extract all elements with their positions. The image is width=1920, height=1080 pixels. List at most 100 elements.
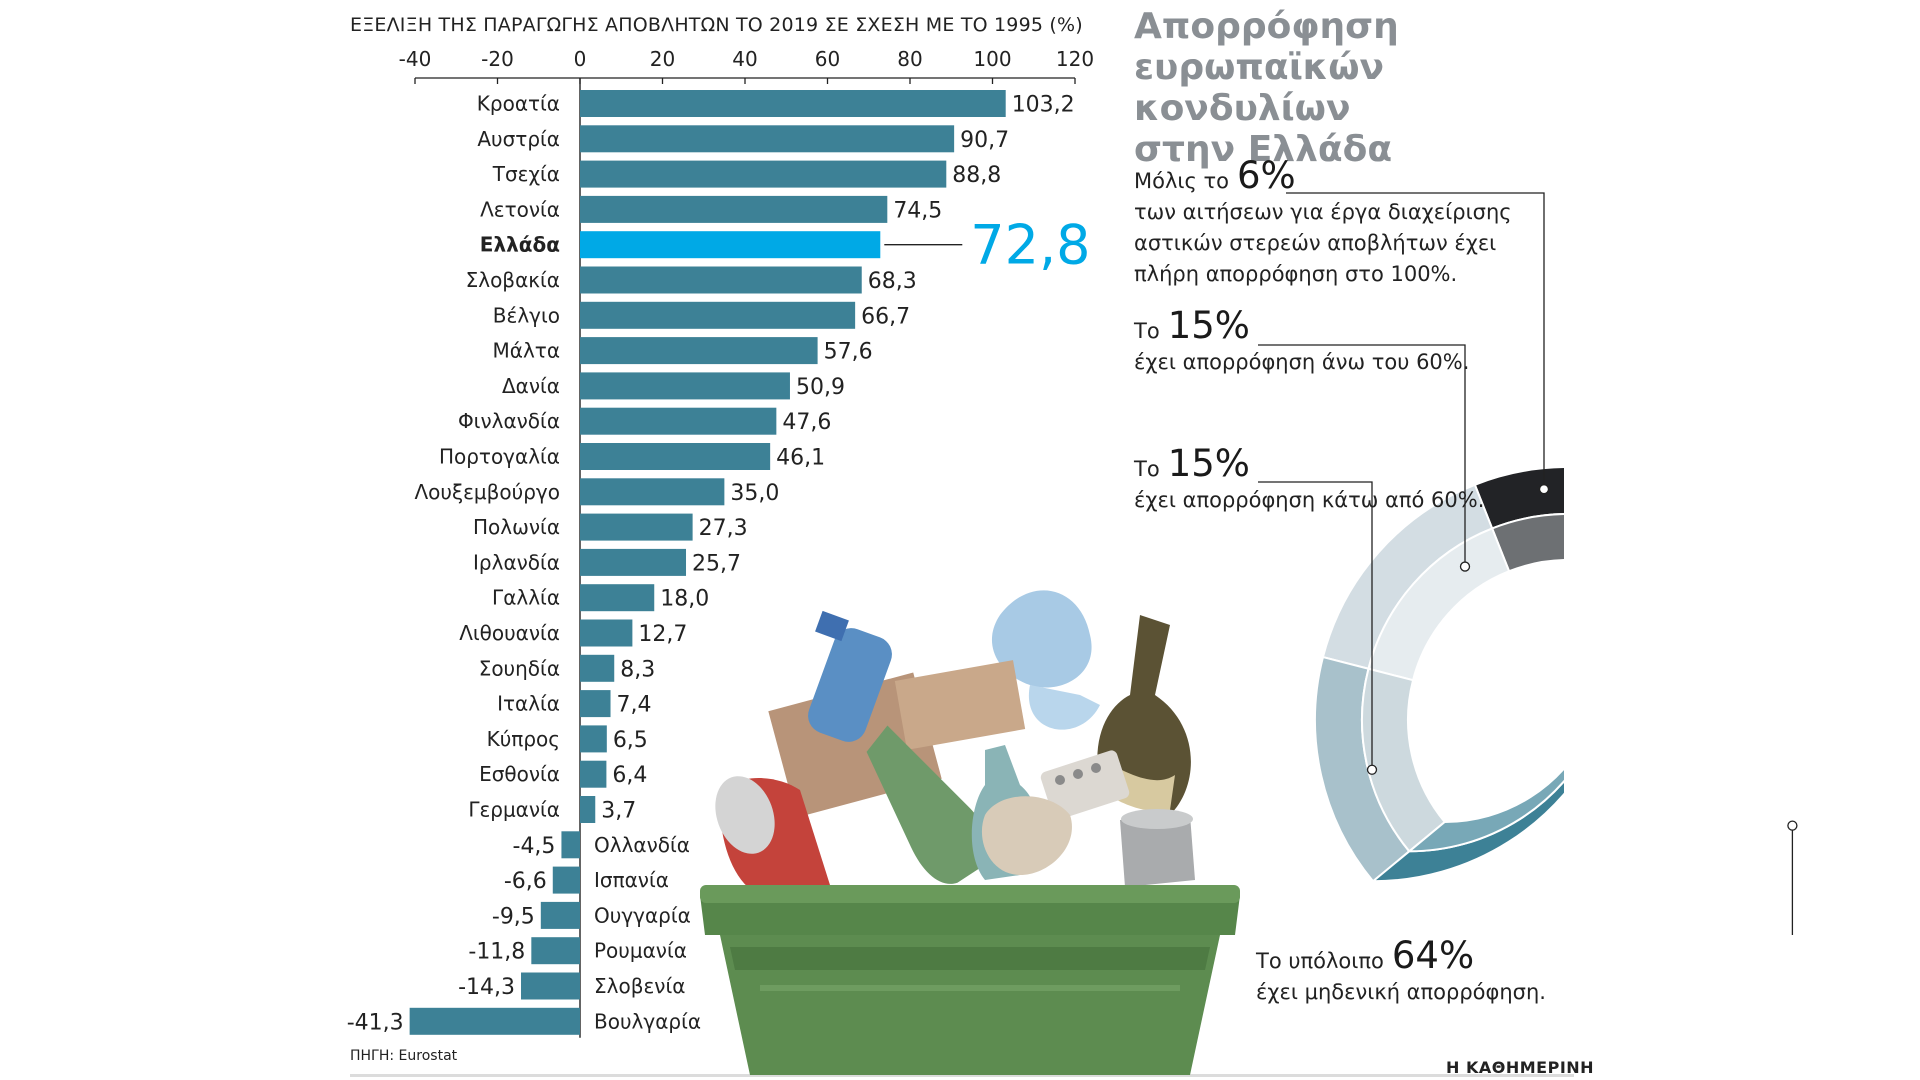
value-label: 90,7 — [960, 128, 1009, 153]
category-label: Κροατία — [477, 92, 560, 116]
bar — [580, 443, 771, 470]
value-label: 46,1 — [776, 446, 825, 471]
category-label: Γαλλία — [492, 586, 560, 610]
value-label: 47,6 — [782, 410, 831, 435]
bar — [580, 90, 1006, 117]
category-label: Ισπανία — [594, 868, 669, 892]
category-label: Πολωνία — [473, 515, 560, 539]
value-label: -4,5 — [513, 834, 556, 859]
value-label: 6,4 — [612, 763, 647, 788]
leader-line-4-dot — [1787, 820, 1798, 831]
bar — [580, 690, 611, 718]
x-tick-label: 120 — [1056, 47, 1094, 71]
callout-4-prefix: Το υπόλοιπο — [1256, 949, 1384, 973]
bar — [580, 548, 687, 576]
x-tick-label: 0 — [574, 47, 587, 71]
category-label: Λουξεμβούργο — [414, 480, 560, 504]
category-label: Λιθουανία — [459, 621, 560, 645]
bar — [540, 901, 580, 929]
side-title: Απορρόφηση ευρωπαϊκών κονδυλίων στην Ελλ… — [1134, 6, 1399, 170]
category-label: Αυστρία — [477, 127, 560, 151]
category-label: Πορτογαλία — [439, 445, 560, 469]
value-label: 68,3 — [868, 269, 917, 294]
brand-logo: Η ΚΑΘΗΜΕΡΙΝΗ — [1446, 1058, 1595, 1077]
bar — [580, 231, 881, 259]
bar — [561, 831, 580, 859]
callout-2-text: έχει απορρόφηση άνω του 60%. — [1134, 350, 1470, 374]
value-label: 66,7 — [861, 304, 910, 329]
bar — [552, 866, 580, 894]
category-label: Ιρλανδία — [473, 550, 560, 574]
callout-above-60: Το 15% έχει απορρόφηση άνω του 60%. — [1134, 304, 1494, 378]
bar — [580, 195, 888, 223]
bar — [580, 619, 633, 647]
value-label: 88,8 — [952, 163, 1001, 188]
callout-4-percent: 64% — [1391, 934, 1475, 977]
leader-line-1-dot — [1538, 484, 1550, 495]
callout-3-text: έχει απορρόφηση κάτω από 60%. — [1134, 488, 1485, 512]
donut-group — [1314, 466, 1564, 883]
leader-line-2-dot — [1459, 561, 1471, 572]
leader-line-3-dot — [1366, 764, 1378, 775]
bar — [580, 478, 725, 506]
category-label: Ιταλία — [497, 692, 560, 716]
x-tick-label: -40 — [399, 47, 432, 71]
value-label: 57,6 — [824, 340, 873, 365]
value-label: 3,7 — [601, 799, 636, 824]
bar — [580, 160, 947, 188]
bar — [580, 301, 856, 329]
bar — [580, 372, 790, 400]
bar — [521, 972, 580, 1000]
value-label: 74,5 — [893, 198, 942, 223]
x-tick-label: 20 — [650, 47, 675, 71]
category-label: Βέλγιο — [493, 303, 560, 327]
value-label: -6,6 — [504, 869, 547, 894]
x-tick-label: 60 — [815, 47, 840, 71]
category-label: Σουηδία — [479, 656, 560, 680]
category-label: Γερμανία — [468, 798, 560, 822]
callout-1-prefix: Μόλις το — [1134, 169, 1229, 193]
category-label: Τσεχία — [492, 162, 560, 186]
leader-line-2 — [1258, 344, 1466, 567]
x-tick-label: 80 — [897, 47, 922, 71]
bar — [580, 584, 655, 612]
category-label: Ουγγαρία — [594, 903, 691, 927]
category-label: Ελλάδα — [480, 233, 560, 257]
value-label: 7,4 — [617, 693, 652, 718]
recycling-bin-illustration — [700, 590, 1240, 1075]
value-label: 27,3 — [699, 516, 748, 541]
leader-line-1 — [1286, 192, 1545, 490]
category-label: Εσθονία — [479, 762, 560, 786]
callout-3-percent: 15% — [1167, 442, 1250, 485]
callout-2-percent: 15% — [1167, 304, 1250, 347]
category-label: Λετονία — [480, 197, 560, 221]
bar — [580, 266, 862, 294]
callout-1-percent: 6% — [1237, 154, 1296, 197]
callout-2-prefix: Το — [1134, 319, 1160, 343]
category-label: Κύπρος — [487, 727, 560, 751]
bar — [531, 937, 580, 965]
callout-3-prefix: Το — [1134, 457, 1160, 481]
bar — [580, 796, 596, 823]
category-label: Σλοβενία — [594, 974, 685, 998]
bottom-divider — [350, 1074, 1574, 1077]
leader-line-3 — [1258, 481, 1373, 770]
x-tick-label: 40 — [732, 47, 757, 71]
value-label: -11,8 — [468, 940, 525, 965]
category-label: Βουλγαρία — [594, 1009, 701, 1033]
category-label: Ρουμανία — [594, 939, 687, 963]
bar — [580, 125, 955, 153]
category-label: Φινλανδία — [458, 409, 560, 433]
source-note: ΠΗΓΗ: Eurostat — [350, 1048, 458, 1064]
value-label: 50,9 — [796, 375, 845, 400]
value-label: 103,2 — [1012, 93, 1075, 118]
callout-full-absorption: Μόλις το 6% των αιτήσεων για έργα διαχείρ… — [1134, 154, 1534, 290]
value-label: -9,5 — [492, 904, 535, 929]
bar — [580, 725, 607, 753]
category-label: Μάλτα — [493, 339, 561, 363]
value-label: 18,0 — [660, 587, 709, 612]
bar — [580, 760, 607, 788]
callout-4-text: έχει μηδενική απορρόφηση. — [1256, 980, 1546, 1004]
bar — [580, 337, 818, 365]
highlight-value-label: 72,8 — [970, 214, 1090, 277]
